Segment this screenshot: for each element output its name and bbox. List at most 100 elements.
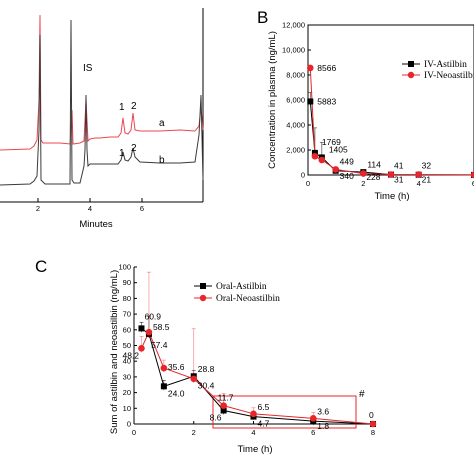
marker-iv-neoastilbin <box>311 152 319 160</box>
panel-a-xtick-label: 4 <box>88 204 92 213</box>
xtick-label: 4 <box>251 428 255 437</box>
ytick-label: 60 <box>123 325 131 334</box>
data-label-iv-astilbin: 31 <box>394 175 404 185</box>
panel-c-xlabel: Time (h) <box>237 444 272 455</box>
panel-b-letter: B <box>257 8 268 27</box>
ytick-label: 6,000 <box>286 96 305 105</box>
ytick-label: 10,000 <box>282 46 305 55</box>
xtick-label: 6 <box>472 179 474 188</box>
panel-c-legend: Oral-Astilbin Oral-Neoastilbin <box>194 282 280 304</box>
data-label-oral-neoastilbin: 3.6 <box>317 406 329 416</box>
data-label-oral-neoastilbin: 48.2 <box>122 350 139 360</box>
ytick-label: 12,000 <box>282 21 305 30</box>
panel-c-highlight-box <box>212 395 357 429</box>
xtick-label: 4 <box>417 179 421 188</box>
marker-iv-neoastilbin <box>360 170 367 177</box>
data-label-oral-astilbin: 24.0 <box>168 388 185 398</box>
ytick-label: 100 <box>118 263 131 272</box>
panel-c-letter: C <box>35 257 47 276</box>
data-label-oral-astilbin: 4.7 <box>258 419 270 429</box>
data-label-iv-astilbin: 21 <box>422 175 432 185</box>
xtick-label: 6 <box>311 428 315 437</box>
panel-a-xtick-label: 2 <box>36 204 40 213</box>
ytick-label: 90 <box>123 278 131 287</box>
marker-oral-astilbin <box>138 325 145 332</box>
marker-oral-neoastilbin <box>250 410 257 418</box>
panel-c-markers <box>138 325 377 428</box>
panel-a-trace-a <box>0 14 204 151</box>
ytick-label: 70 <box>123 310 131 319</box>
marker-iv-astilbin <box>311 149 318 156</box>
panel-b-xlabel: Time (h) <box>374 191 409 202</box>
data-label-iv-neoastilbin: 8566 <box>317 63 336 73</box>
marker-iv-neoastilbin <box>387 171 395 178</box>
marker-iv-astilbin <box>307 98 314 105</box>
data-label-iv-astilbin: 340 <box>340 171 354 181</box>
legend-label-iv-neoastilbin: IV-Neoastilbin <box>424 71 474 81</box>
panel-c-series-lines <box>141 327 374 425</box>
data-label-oral-astilbin: 60.9 <box>144 311 161 321</box>
data-label-oral-astilbin: 1.8 <box>317 421 329 431</box>
ytick-label: 0 <box>301 171 305 180</box>
marker-oral-neoastilbin <box>190 375 198 383</box>
ytick-label: 50 <box>123 341 131 350</box>
panel-b-series-lines <box>309 67 474 176</box>
data-label-iv-astilbin: 1405 <box>329 144 348 154</box>
data-label-iv-astilbin: 5883 <box>317 96 336 106</box>
panel-c-ylabel: Sum of astilbin and neoastilbin (ng/mL) <box>109 270 120 434</box>
legend-label-iv-astilbin: IV-Astilbin <box>424 60 467 70</box>
legend-marker-iv-neoastilbin <box>407 71 415 79</box>
data-label-oral-neoastilbin: 35.6 <box>168 362 185 372</box>
panel-a-peak-label-is: IS <box>83 63 93 74</box>
panel-b-ylabel: Concentration in plasma (ng/mL) <box>267 31 278 169</box>
marker-oral-neoastilbin <box>145 328 153 336</box>
panel-b-ticks: 0 2 4 6 0 2,000 4,000 6,000 8,000 10,000 12,000 <box>282 21 474 188</box>
data-label-oral-astilbin: 0 <box>369 410 374 420</box>
marker-oral-neoastilbin <box>220 402 227 409</box>
ytick-label: 8,000 <box>286 71 305 80</box>
panel-b-legend: IV-Astilbin IV-Neoastilbin <box>402 60 474 81</box>
panel-a-peak-label-2b: 2 <box>131 143 137 154</box>
data-label-iv-neoastilbin: 114 <box>367 160 381 170</box>
panel-a-xlabel: Minutes <box>79 219 113 230</box>
series-line-oral-astilbin <box>141 327 374 425</box>
series-line-iv-neoastilbin <box>309 67 474 176</box>
panel-a-peak-label-1b: 1 <box>119 148 125 159</box>
ytick-label: 80 <box>123 294 131 303</box>
marker-oral-astilbin <box>160 383 167 390</box>
xtick-label: 8 <box>371 428 375 437</box>
marker-oral-neoastilbin <box>369 420 377 428</box>
legend-label-oral-neoastilbin: Oral-Neoastilbin <box>216 294 280 304</box>
marker-oral-astilbin <box>220 407 227 414</box>
ytick-label: 30 <box>123 372 131 381</box>
marker-iv-neoastilbin <box>318 156 326 164</box>
data-label-iv-astilbin: 228 <box>366 172 380 182</box>
marker-iv-neoastilbin <box>415 171 422 178</box>
data-label-oral-neoastilbin: 28.8 <box>198 364 215 374</box>
data-label-oral-neoastilbin: 6.5 <box>258 402 270 412</box>
legend-marker-oral-astilbin <box>200 283 206 289</box>
data-label-oral-astilbin: 57.4 <box>151 340 168 350</box>
ytick-label: 10 <box>123 404 131 413</box>
ytick-label: 2,000 <box>286 146 305 155</box>
panel-a-trace-label-b: b <box>159 155 165 166</box>
panel-a-peak-label-1a: 1 <box>119 102 125 113</box>
ytick-label: 0 <box>127 420 131 429</box>
panel-a-trace-label-a: a <box>159 118 165 129</box>
ytick-label: 20 <box>123 388 131 397</box>
series-line-oral-neoastilbin <box>141 330 374 425</box>
panel-c-data-labels: 60.9 57.4 24.0 30.4 8.6 4.7 1.8 0 48.2 58.5 35.6 28… <box>122 311 374 431</box>
marker-oral-neoastilbin <box>160 364 168 372</box>
data-label-oral-astilbin: 8.6 <box>210 412 222 422</box>
panel-c: C Time (h) Sum of astilbin and neoastilb… <box>35 257 377 455</box>
marker-oral-neoastilbin <box>138 345 145 352</box>
panel-b-error-bars <box>308 65 474 176</box>
xtick-label: 2 <box>192 428 196 437</box>
data-label-oral-neoastilbin: 58.5 <box>153 322 170 332</box>
data-label-iv-neoastilbin: 32 <box>422 161 432 171</box>
data-label-oral-neoastilbin: 11.7 <box>218 393 234 403</box>
data-label-iv-neoastilbin: 449 <box>340 156 354 166</box>
marker-iv-neoastilbin <box>470 171 474 179</box>
data-label-iv-astilbin: 1769 <box>322 137 341 147</box>
